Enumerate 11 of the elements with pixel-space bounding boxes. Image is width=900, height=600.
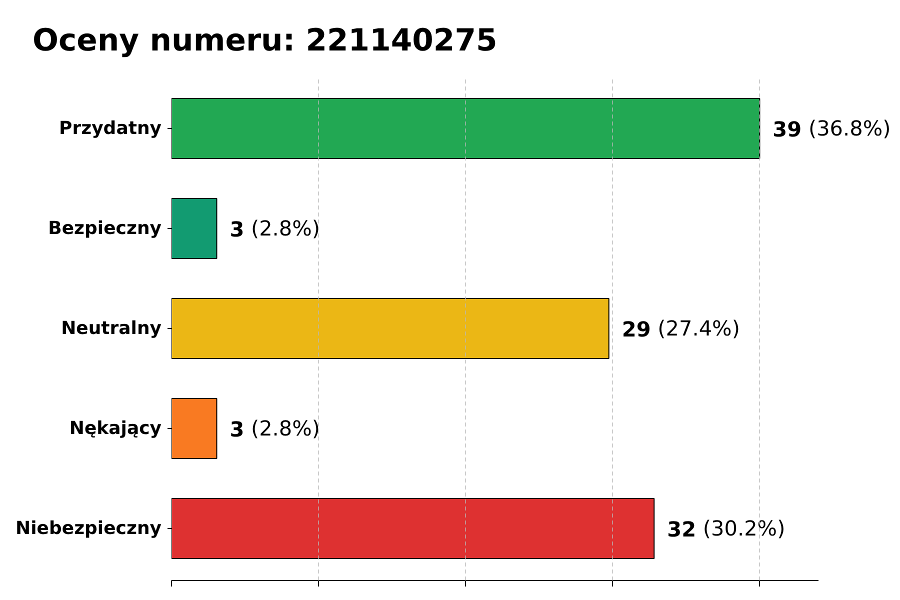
chart-title: Oceny numeru: 221140275 xyxy=(32,24,498,58)
data-label: 39 (36.8%) xyxy=(772,116,891,142)
data-label: 3 (2.8%) xyxy=(230,216,320,242)
data-label: 29 (27.4%) xyxy=(622,316,740,342)
y-tick-label: Neutralny xyxy=(61,318,162,339)
data-label: 32 (30.2%) xyxy=(667,516,786,542)
y-tick-label: Przydatny xyxy=(59,118,162,139)
y-tick-label: Niebezpieczny xyxy=(16,518,162,539)
data-label: 3 (2.8%) xyxy=(230,416,320,442)
y-tick-label: Nękający xyxy=(69,418,162,439)
y-tick-label: Bezpieczny xyxy=(48,218,162,239)
